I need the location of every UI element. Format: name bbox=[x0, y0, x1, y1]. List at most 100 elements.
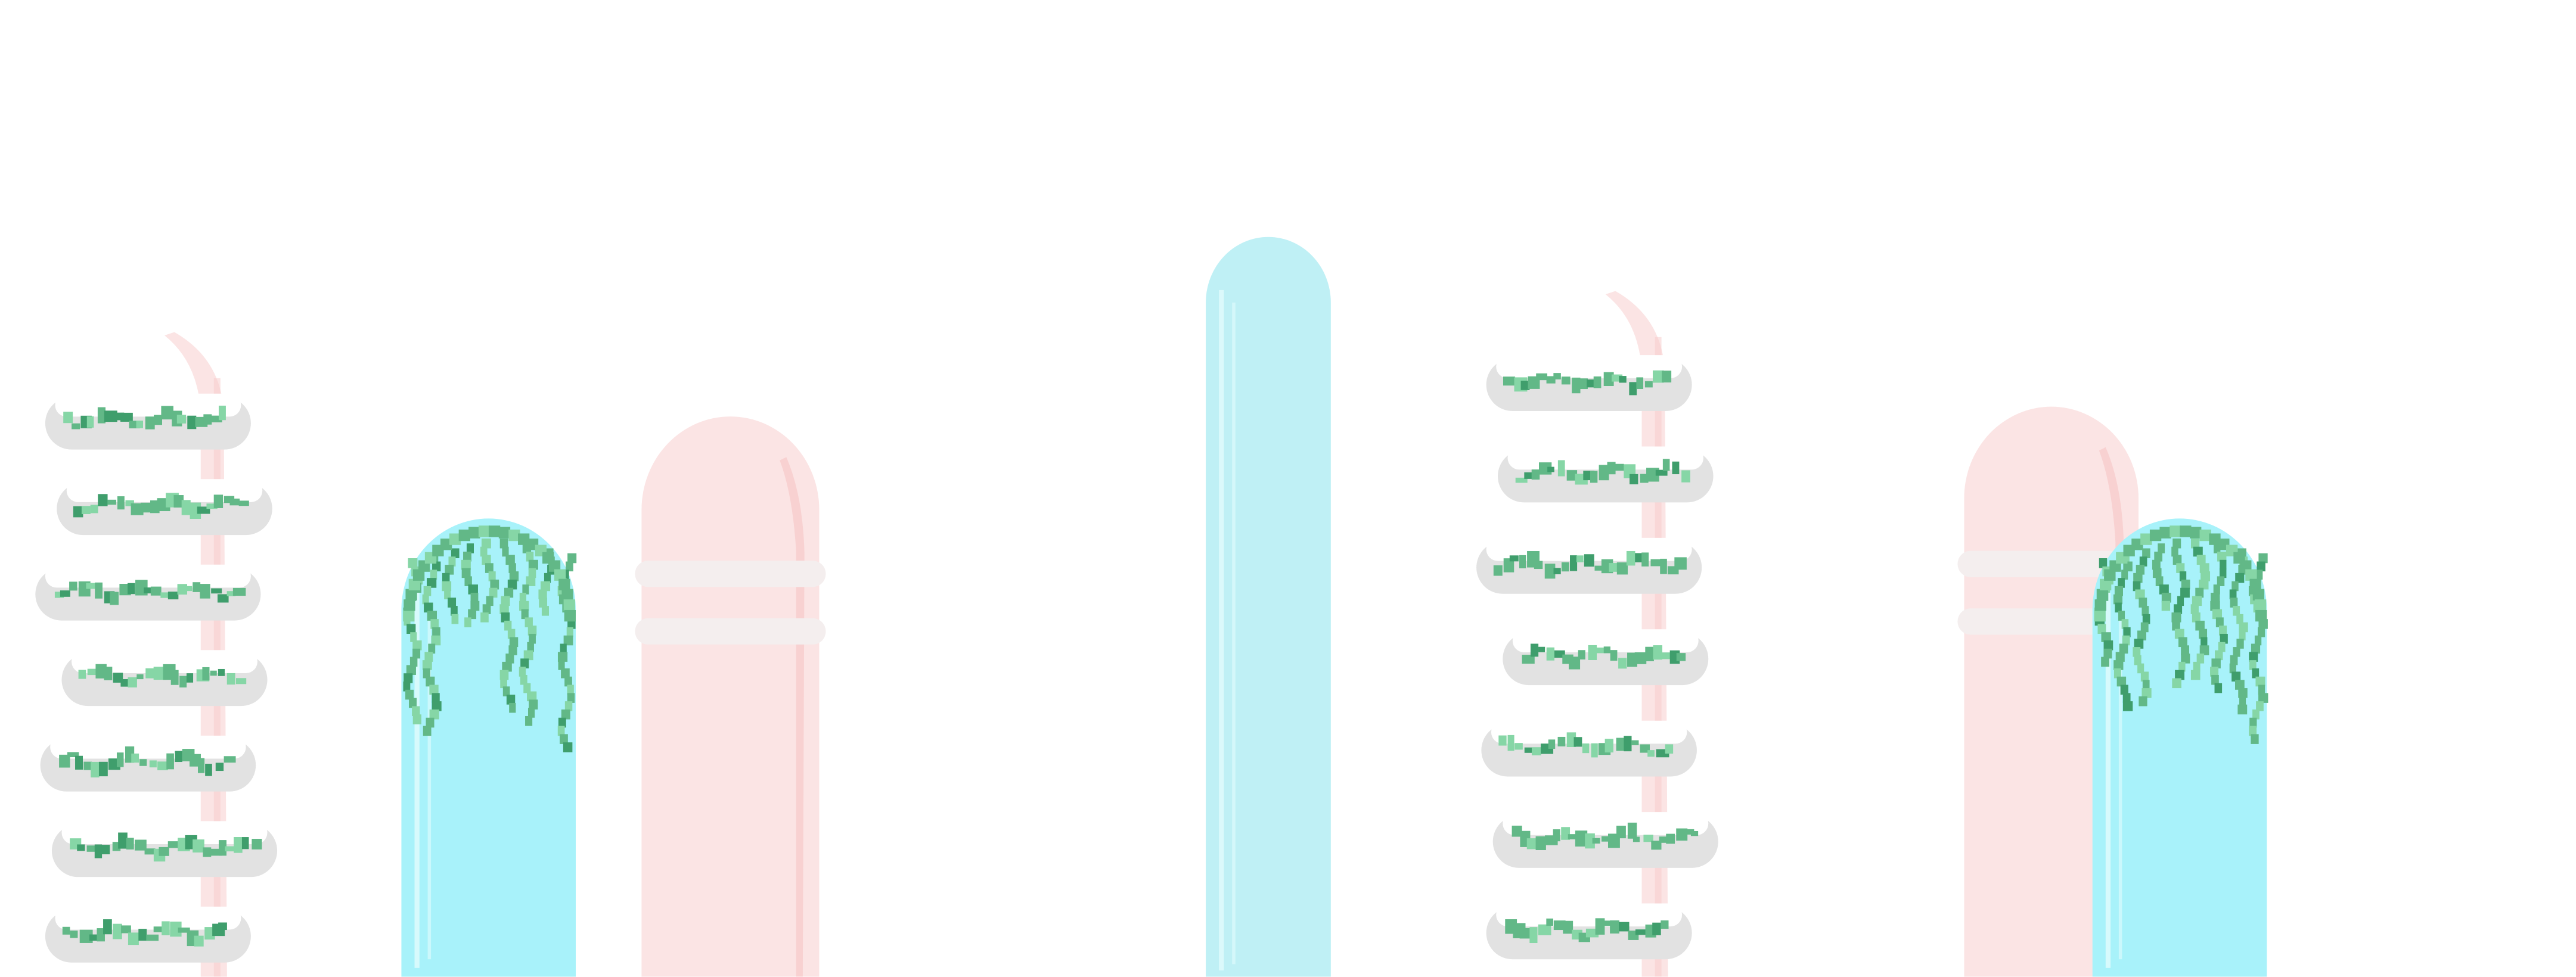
vine-segment bbox=[2137, 630, 2146, 641]
moss-patch bbox=[1603, 372, 1614, 387]
vine-segment bbox=[539, 598, 548, 608]
vine-segment bbox=[482, 555, 491, 565]
vine-segment bbox=[499, 670, 509, 680]
vine-segment bbox=[529, 633, 536, 644]
vine-segment bbox=[432, 693, 440, 703]
pillar-body bbox=[1206, 237, 1331, 977]
moss-patch bbox=[113, 923, 122, 939]
vine-segment bbox=[2133, 572, 2143, 583]
moss-patch bbox=[1661, 920, 1669, 929]
ring-top bbox=[55, 393, 241, 417]
vine-segment bbox=[451, 614, 459, 624]
vine-segment bbox=[2120, 684, 2128, 695]
vine-segment bbox=[2097, 624, 2106, 634]
moss-patch bbox=[224, 496, 235, 503]
vine-segment bbox=[527, 642, 534, 652]
vine-segment bbox=[502, 546, 509, 557]
vine-segment bbox=[448, 598, 457, 608]
vine-segment bbox=[2258, 693, 2268, 703]
moss-patch bbox=[1568, 834, 1581, 839]
vine-segment bbox=[538, 589, 547, 600]
moss-patch bbox=[86, 845, 97, 852]
moss-patch bbox=[121, 925, 131, 934]
moss-patch bbox=[117, 496, 125, 510]
vine-segment bbox=[2190, 538, 2200, 549]
vine-canopy bbox=[2245, 569, 2257, 581]
vine-segment bbox=[564, 676, 572, 687]
vine-segment bbox=[427, 611, 437, 621]
vine-canopy bbox=[405, 589, 417, 600]
moss-patch bbox=[1546, 647, 1555, 661]
moss-patch bbox=[1634, 652, 1647, 664]
vine-segment bbox=[432, 561, 441, 572]
vine-canopy bbox=[403, 609, 415, 622]
moss-patch bbox=[1509, 555, 1519, 562]
moss-patch bbox=[1524, 472, 1535, 479]
moss-patch bbox=[73, 506, 83, 518]
vine-segment bbox=[424, 652, 433, 662]
vine-segment bbox=[2118, 611, 2125, 621]
vine-segment bbox=[430, 619, 439, 629]
vine-segment bbox=[540, 581, 551, 592]
pillar-highlight bbox=[780, 457, 805, 977]
vine-segment bbox=[2172, 555, 2182, 565]
moss-patch bbox=[178, 928, 190, 933]
moss-patch bbox=[218, 922, 227, 931]
moss-patch bbox=[77, 844, 85, 851]
moss-patch bbox=[116, 752, 124, 767]
vine-segment bbox=[2178, 661, 2186, 672]
vine-segment bbox=[2237, 704, 2248, 715]
moss-patch bbox=[1684, 829, 1694, 835]
vine-segment bbox=[2113, 668, 2121, 679]
vine-segment bbox=[2181, 579, 2190, 590]
moss-patch bbox=[1578, 378, 1588, 390]
moss-patch bbox=[1591, 743, 1598, 758]
moss-patch bbox=[1575, 830, 1588, 847]
moss-patch bbox=[1512, 825, 1522, 837]
moss-patch bbox=[1561, 562, 1569, 572]
vine-segment bbox=[429, 684, 439, 695]
moss-patch bbox=[1629, 382, 1637, 396]
vine-segment bbox=[2139, 556, 2147, 567]
vine-segment bbox=[541, 606, 549, 616]
vine-segment bbox=[2249, 717, 2257, 728]
vine-segment bbox=[2154, 551, 2163, 562]
moss-patch bbox=[225, 846, 235, 852]
moss-patch bbox=[1534, 561, 1543, 570]
vine-segment bbox=[2214, 683, 2223, 693]
vine-segment bbox=[2230, 655, 2238, 665]
vine-segment bbox=[505, 654, 514, 664]
vine-canopy bbox=[554, 569, 566, 581]
vine-segment bbox=[522, 584, 529, 595]
vine-segment bbox=[557, 726, 565, 736]
vine-canopy bbox=[478, 525, 491, 537]
vine-segment bbox=[2101, 656, 2109, 667]
moss-patch bbox=[89, 934, 102, 941]
ring-top bbox=[1512, 629, 1699, 652]
vine-segment bbox=[2249, 652, 2258, 662]
vine-segment bbox=[412, 648, 421, 659]
moss-patch bbox=[252, 839, 262, 850]
vine-canopy bbox=[558, 578, 570, 591]
moss-patch bbox=[1529, 927, 1538, 944]
vine-segment bbox=[519, 600, 529, 611]
vine-segment bbox=[557, 586, 564, 596]
vine-canopy bbox=[2096, 589, 2109, 600]
blue-pillar-2 bbox=[1206, 237, 1331, 977]
moss-patch bbox=[193, 839, 204, 853]
moss-patch bbox=[103, 919, 112, 935]
moss-patch bbox=[1535, 836, 1546, 850]
vine-canopy bbox=[563, 599, 575, 611]
moss-patch bbox=[1590, 471, 1598, 483]
moss-patch bbox=[211, 588, 222, 594]
vine-segment bbox=[2193, 546, 2203, 557]
moss-patch bbox=[153, 926, 166, 932]
vine-segment bbox=[2136, 565, 2145, 575]
moss-patch bbox=[170, 670, 179, 685]
moss-patch bbox=[1561, 377, 1571, 385]
moss-patch bbox=[1592, 838, 1600, 844]
vine-segment bbox=[519, 667, 526, 677]
vine-segment bbox=[561, 668, 570, 679]
moss-patch bbox=[198, 758, 205, 773]
moss-patch bbox=[200, 584, 210, 599]
